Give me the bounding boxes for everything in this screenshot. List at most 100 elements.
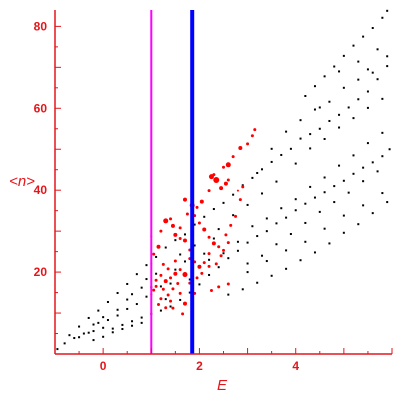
- black-data-point: [299, 137, 302, 140]
- red-data-point: [202, 261, 206, 265]
- black-data-point: [106, 319, 109, 322]
- black-data-point: [285, 249, 288, 252]
- black-data-point: [78, 325, 81, 328]
- reference-lines: [150, 10, 195, 354]
- black-data-point: [174, 268, 177, 271]
- black-data-point: [328, 119, 331, 122]
- black-data-point: [56, 348, 59, 351]
- red-data-point: [199, 199, 204, 204]
- red-data-point: [161, 262, 165, 266]
- black-data-point: [97, 321, 100, 324]
- red-data-point: [207, 252, 211, 256]
- black-data-point: [188, 291, 191, 294]
- black-data-point: [212, 237, 215, 240]
- plot-area: [56, 9, 391, 351]
- red-data-point: [178, 237, 182, 241]
- black-data-point: [203, 215, 206, 218]
- black-data-point: [246, 241, 249, 244]
- black-data-point: [342, 179, 345, 182]
- red-data-point: [202, 227, 207, 232]
- black-data-point: [102, 326, 105, 329]
- black-data-point: [159, 285, 162, 288]
- black-data-point: [338, 126, 341, 129]
- black-data-point: [275, 222, 278, 225]
- black-data-point: [333, 185, 336, 188]
- black-data-point: [145, 264, 148, 267]
- black-data-point: [174, 239, 177, 242]
- black-data-point: [323, 176, 326, 179]
- black-data-point: [222, 201, 225, 204]
- black-data-point: [313, 251, 316, 254]
- black-data-point: [294, 162, 297, 165]
- black-data-point: [227, 257, 230, 260]
- red-data-point: [250, 134, 254, 138]
- black-data-point: [92, 330, 95, 333]
- black-data-point: [126, 282, 129, 285]
- black-data-point: [179, 253, 182, 256]
- black-data-point: [304, 95, 307, 97]
- red-data-point: [219, 254, 223, 258]
- red-data-point: [238, 198, 242, 202]
- red-data-point: [176, 282, 180, 286]
- black-data-point: [342, 231, 345, 234]
- red-data-point: [197, 221, 201, 225]
- red-data-point: [207, 264, 211, 268]
- y-tick-label: 60: [34, 101, 48, 115]
- red-data-point: [156, 244, 161, 249]
- black-data-point: [381, 131, 384, 134]
- black-data-point: [318, 106, 321, 109]
- red-data-point: [212, 173, 216, 177]
- black-data-point: [371, 27, 374, 30]
- red-data-point: [222, 248, 225, 252]
- black-data-point: [87, 316, 90, 319]
- black-data-point: [265, 230, 268, 233]
- black-data-point: [73, 337, 76, 340]
- black-data-point: [126, 307, 129, 310]
- axes: [54, 10, 392, 355]
- black-data-point: [304, 240, 307, 243]
- red-data-point: [207, 189, 211, 193]
- black-data-point: [193, 223, 196, 226]
- black-data-point: [261, 168, 264, 171]
- black-data-point: [116, 291, 119, 294]
- red-data-point: [163, 218, 169, 224]
- red-data-point: [181, 312, 185, 316]
- black-data-point: [246, 262, 249, 265]
- black-data-point: [193, 244, 196, 247]
- black-data-point: [232, 193, 235, 196]
- black-data-point: [145, 278, 148, 281]
- red-data-point: [195, 276, 199, 280]
- black-data-point: [256, 235, 259, 238]
- axis-ticks: 0 2 4 20 40 60 80: [34, 19, 393, 373]
- red-data-point: [231, 155, 235, 159]
- black-data-point: [323, 227, 326, 230]
- black-data-point: [126, 298, 129, 301]
- black-data-point: [328, 242, 331, 245]
- black-data-point: [323, 138, 326, 140]
- black-data-point: [82, 332, 85, 335]
- y-tick-label: 80: [34, 19, 48, 33]
- red-data-point: [171, 287, 175, 291]
- black-data-point: [92, 323, 95, 326]
- black-data-point: [246, 203, 249, 206]
- black-data-point: [381, 192, 384, 195]
- red-data-point: [182, 272, 188, 278]
- black-data-point: [386, 55, 389, 58]
- black-data-point: [208, 273, 211, 276]
- red-data-point: [246, 142, 250, 146]
- black-data-point: [140, 321, 143, 324]
- black-data-point: [362, 204, 365, 207]
- black-data-point: [236, 240, 239, 243]
- black-data-point: [241, 288, 244, 291]
- black-data-point: [299, 259, 302, 262]
- black-data-point: [131, 320, 134, 323]
- red-data-point: [209, 289, 213, 293]
- red-data-point: [182, 301, 187, 306]
- black-data-point: [352, 154, 355, 157]
- black-data-point: [338, 70, 341, 73]
- black-data-point: [164, 298, 167, 301]
- black-data-point: [155, 255, 158, 258]
- red-data-point: [173, 232, 178, 237]
- red-data-point: [164, 306, 168, 310]
- y-axis-label: <n>: [9, 173, 35, 190]
